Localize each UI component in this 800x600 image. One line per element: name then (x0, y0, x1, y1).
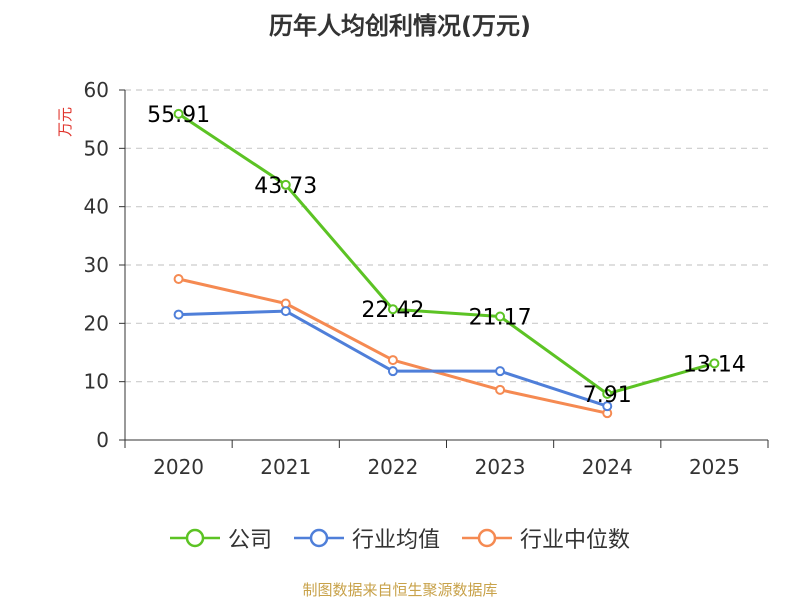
x-tick-label: 2021 (260, 455, 311, 479)
data-point (280, 179, 291, 190)
legend-marker-industry-median (462, 528, 512, 548)
data-label: 7.91 (583, 383, 632, 408)
data-label: 22.42 (361, 298, 424, 323)
x-tick-label: 2023 (475, 455, 526, 479)
data-point (173, 274, 184, 284)
y-tick-label: 20 (84, 311, 109, 335)
legend-label-industry-median: 行业中位数 (520, 528, 631, 553)
x-tick-label: 2025 (689, 455, 740, 479)
data-label: 43.73 (254, 174, 317, 199)
data-label: 13.14 (683, 352, 746, 377)
data-point (387, 355, 398, 366)
legend-label-company: 公司 (227, 528, 272, 553)
data-point (173, 309, 184, 320)
y-tick-label: 0 (96, 428, 109, 452)
data-point (495, 311, 506, 322)
data-label: 21.17 (469, 306, 532, 331)
legend-item-company[interactable]: 公司 (169, 522, 272, 554)
legend-item-industry-mean[interactable]: 行业均值 (293, 522, 440, 554)
data-label: 55.91 (147, 103, 210, 128)
data-point (495, 384, 506, 395)
legend-marker-industry-mean (293, 528, 344, 548)
x-tick-label: 2024 (582, 455, 633, 479)
data-point (280, 306, 291, 317)
data-point (602, 401, 613, 412)
legend-label-industry-mean: 行业均值 (351, 528, 440, 553)
y-tick-label: 30 (84, 253, 109, 277)
data-point (709, 358, 720, 369)
y-tick-label: 10 (84, 370, 109, 394)
data-point (602, 388, 613, 399)
data-point (173, 108, 184, 119)
x-tick-label: 2022 (367, 455, 418, 479)
data-point (495, 366, 506, 377)
data-point (387, 366, 398, 377)
data-point (387, 304, 398, 315)
legend-item-industry-median[interactable]: 行业中位数 (462, 522, 630, 554)
y-tick-label: 50 (84, 136, 109, 160)
series-line-0 (177, 112, 715, 396)
footer-source: 制图数据来自恒生聚源数据库 (302, 581, 498, 599)
legend: 公司 行业均值 行业中位数 (0, 522, 800, 554)
y-axis-label: 万元 (56, 107, 74, 137)
chart-title: 历年人均创利情况(万元) (269, 12, 531, 40)
y-tick-label: 40 (84, 195, 109, 219)
legend-marker-company (169, 528, 220, 548)
y-tick-label: 60 (84, 78, 109, 102)
x-tick-label: 2020 (153, 455, 204, 479)
